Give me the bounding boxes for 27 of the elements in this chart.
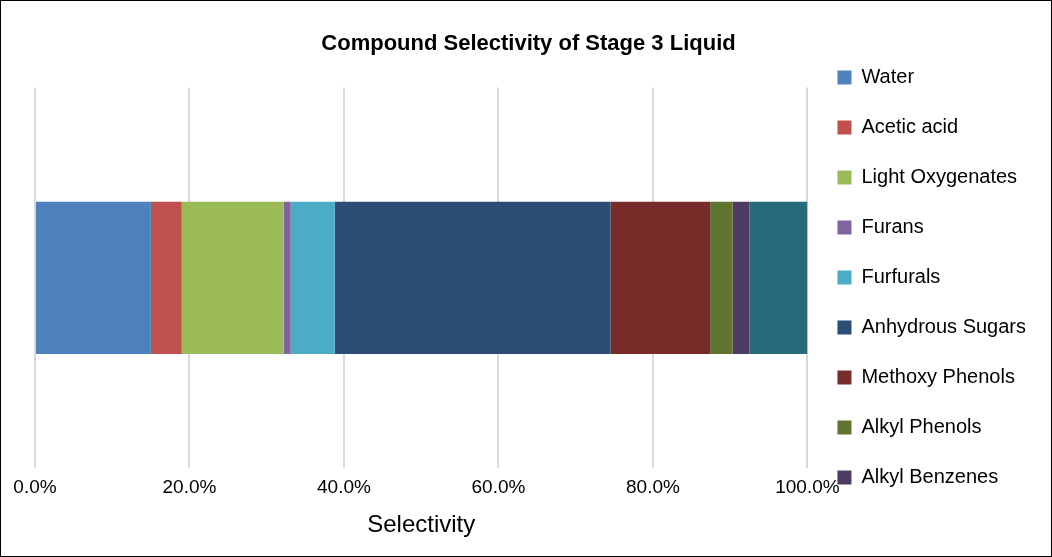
legend-label: Furans	[861, 215, 924, 238]
x-tick-label: 60.0%	[471, 476, 526, 498]
bar	[749, 201, 808, 355]
x-tick-label: 80.0%	[626, 476, 681, 498]
legend-label: Light Oxygenates	[861, 165, 1018, 188]
x-tick-label: 100.0%	[775, 476, 840, 498]
legend-label: Furfurals	[861, 265, 941, 288]
bar	[334, 201, 611, 355]
x-tick-label: 0.0%	[13, 476, 57, 498]
legend-label: Alkyl Phenols	[861, 415, 982, 438]
bar	[283, 201, 291, 355]
legend-label: Alkyl Benzenes	[861, 465, 999, 488]
chart-title: Compound Selectivity of Stage 3 Liquid	[321, 30, 736, 56]
legend-label: Methoxy Phenols	[861, 365, 1015, 388]
bar	[150, 201, 182, 355]
bar	[36, 201, 151, 355]
legend-label: Anhydrous Sugars	[861, 315, 1027, 338]
legend-label: Water	[861, 65, 915, 88]
bar	[290, 201, 335, 355]
x-axis-title: Selectivity	[367, 510, 476, 538]
x-tick-label: 20.0%	[162, 476, 217, 498]
bar	[610, 201, 711, 355]
x-tick-label: 40.0%	[317, 476, 372, 498]
bar	[732, 201, 750, 355]
bar	[710, 201, 733, 355]
legend-label: Acetic acid	[861, 115, 959, 138]
bar	[181, 201, 284, 355]
